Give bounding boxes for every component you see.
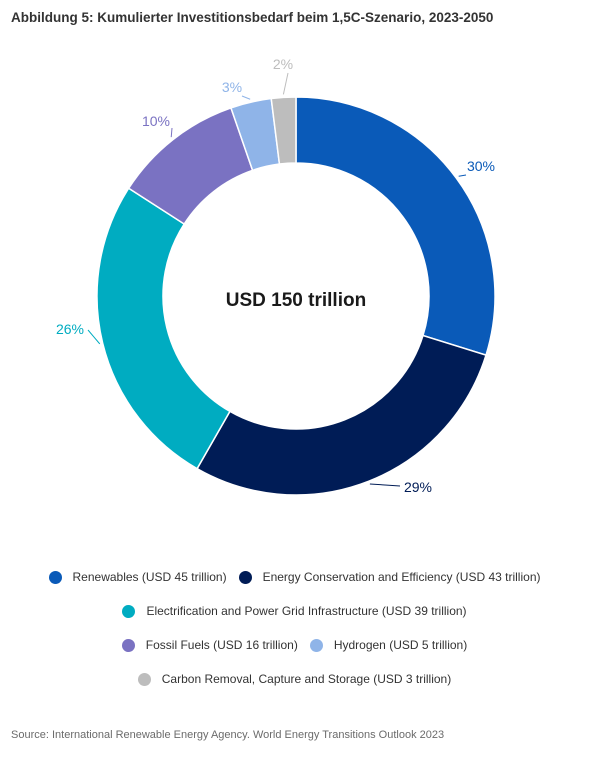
legend-row: Renewables (USD 45 trillion) Energy Conse… xyxy=(0,570,589,584)
percent-label-carbon-removal-capture-and-storage: 2% xyxy=(273,56,293,72)
leader-line-renewables xyxy=(458,174,467,177)
donut-chart: 30% 29% 26% 10% 3% 2% USD 150 trillion xyxy=(56,56,496,496)
legend-item-fossil-fuels: Fossil Fuels (USD 16 trillion) xyxy=(121,638,298,652)
leader-line-carbon-removal-capture-and-storage xyxy=(282,72,289,95)
leader-line-electrification-and-power-grid-infrastructure xyxy=(87,329,101,345)
legend-label: Electrification and Power Grid Infrastru… xyxy=(146,604,467,618)
slice-energy-conservation-and-efficiency xyxy=(196,334,487,496)
legend-label: Renewables (USD 45 trillion) xyxy=(72,570,227,584)
legend-swatch xyxy=(121,638,135,652)
legend-row: Electrification and Power Grid Infrastru… xyxy=(0,604,589,618)
legend-item-electrification-and-power-grid-infrastructure: Electrification and Power Grid Infrastru… xyxy=(122,604,467,618)
legend-swatch xyxy=(238,570,252,584)
legend-swatch xyxy=(122,604,136,618)
legend-row: Fossil Fuels (USD 16 trillion) Hydrogen (… xyxy=(0,638,589,652)
percent-label-energy-conservation-and-efficiency: 29% xyxy=(404,479,432,495)
leader-line-hydrogen xyxy=(241,95,251,100)
center-total-label: USD 150 trillion xyxy=(226,290,366,311)
slice-carbon-removal-capture-and-storage xyxy=(270,96,297,165)
percent-label-renewables: 30% xyxy=(467,158,495,174)
source-note: Source: International Renewable Energy A… xyxy=(11,729,445,741)
percent-label-hydrogen: 3% xyxy=(222,79,242,95)
leader-line-fossil-fuels xyxy=(170,127,173,138)
legend-item-renewables: Renewables (USD 45 trillion) xyxy=(48,570,227,584)
legend-label: Hydrogen (USD 5 trillion) xyxy=(333,638,468,652)
legend-item-carbon-removal-capture-and-storage: Carbon Removal, Capture and Storage (USD… xyxy=(137,672,452,686)
chart-title: Abbildung 5: Kumulierter Investitionsbed… xyxy=(11,10,494,25)
legend-label: Fossil Fuels (USD 16 trillion) xyxy=(145,638,298,652)
legend-label: Carbon Removal, Capture and Storage (USD… xyxy=(161,672,452,686)
slice-renewables xyxy=(295,96,496,357)
legend-label: Energy Conservation and Efficiency (USD … xyxy=(262,570,541,584)
legend-item-hydrogen: Hydrogen (USD 5 trillion) xyxy=(309,638,468,652)
legend-item-energy-conservation-and-efficiency: Energy Conservation and Efficiency (USD … xyxy=(238,570,541,584)
legend-swatch xyxy=(309,638,323,652)
legend-swatch xyxy=(137,672,151,686)
percent-label-fossil-fuels: 10% xyxy=(142,113,170,129)
leader-line-energy-conservation-and-efficiency xyxy=(369,483,401,487)
percent-label-electrification-and-power-grid-infrastructure: 26% xyxy=(56,321,84,337)
slice-electrification-and-power-grid-infrastructure xyxy=(96,187,231,470)
legend-swatch xyxy=(48,570,62,584)
legend-row: Carbon Removal, Capture and Storage (USD… xyxy=(0,672,589,686)
